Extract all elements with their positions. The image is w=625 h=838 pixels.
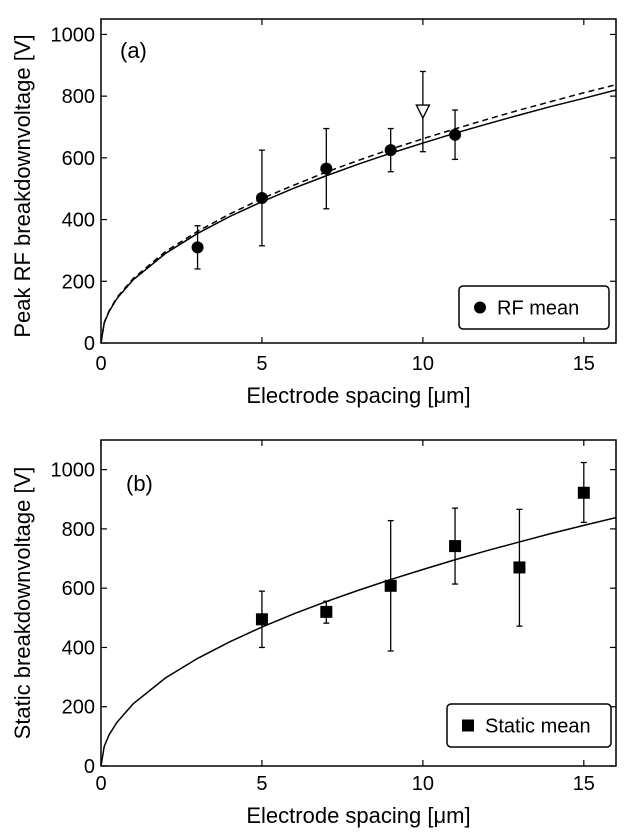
- panel-a-y-tick-label: 0: [84, 333, 95, 355]
- panel-a-axes-frame: [100, 18, 617, 344]
- panel-b-y-tick-label: 600: [62, 578, 95, 600]
- panel-b-static-mean-point: [449, 540, 462, 553]
- panel-b-static-mean-point: [513, 561, 526, 574]
- panel-a-x-tick-label: 10: [412, 353, 434, 375]
- panel-b-y-axis-title: Static breakdownvoltage [V]: [10, 467, 35, 740]
- panel-b-static-mean-point: [255, 613, 268, 626]
- panel-a-y-tick-label: 600: [62, 148, 95, 170]
- panel-a-legend-label: RF mean: [497, 298, 579, 320]
- panel-b-x-tick-label: 10: [412, 773, 434, 795]
- panel-b-legend-label: Static mean: [485, 716, 591, 738]
- panel-a-rf-mean-point: [255, 191, 268, 204]
- panel-b-y-tick-label: 800: [62, 519, 95, 541]
- panel-a-y-tick-label: 800: [62, 86, 95, 108]
- panel-a-y-axis-title: Peak RF breakdownvoltage [V]: [10, 34, 35, 337]
- panel-a-fit-curve-dashed: [101, 84, 616, 343]
- panel-b-x-tick-label: 15: [573, 773, 595, 795]
- panel-a-x-tick-label: 5: [256, 353, 267, 375]
- panel-b-y-tick-label: 1000: [51, 460, 96, 482]
- panel-a-y-tick-label: 1000: [51, 24, 96, 46]
- panel-b-chart: 0 5 10 15 0 200 400 600 800 1000 Electrode spacing…: [10, 439, 617, 828]
- panel-a-rf-mean-point: [449, 128, 462, 141]
- panel-b-y-tick-label: 400: [62, 637, 95, 659]
- panel-b-legend-marker: [462, 719, 474, 732]
- panel-a-rf-mean-point: [191, 241, 204, 254]
- panel-b-axes-frame: [100, 439, 617, 767]
- panel-a-x-tick-label: 0: [95, 353, 106, 375]
- panel-a-rf-mean-point: [384, 144, 397, 157]
- panel-a-rf-mean-point: [320, 162, 333, 175]
- panel-b-legend: Static mean: [446, 703, 612, 748]
- panel-a-legend-box: [458, 285, 610, 330]
- panel-a-legend: RF mean: [458, 285, 610, 330]
- panel-b-x-tick-label: 0: [95, 773, 106, 795]
- panel-a-panel-label: (a): [120, 38, 147, 63]
- panel-b-x-tick-label: 5: [256, 773, 267, 795]
- panel-b-legend-box: [446, 703, 612, 748]
- panel-b-y-tick-label: 0: [84, 756, 95, 778]
- panel-a-y-tick-label: 200: [62, 271, 95, 293]
- panel-a-chart: 0 5 10 15 0 200 400 600 800 1000 Electrode spacing…: [10, 18, 617, 408]
- panel-a-legend-marker: [474, 301, 486, 314]
- panel-b-x-axis-title: Electrode spacing [μm]: [246, 803, 470, 828]
- panel-a-y-tick-label: 400: [62, 210, 95, 232]
- panel-a-x-axis-title: Electrode spacing [μm]: [246, 383, 470, 408]
- panel-b-static-mean-point: [577, 486, 590, 499]
- panel-a-x-tick-label: 15: [573, 353, 595, 375]
- panel-b-y-tick-label: 200: [62, 697, 95, 719]
- panel-b-static-mean-point: [384, 579, 397, 592]
- panel-b-panel-label: (b): [126, 471, 153, 496]
- panel-b-static-mean-point: [320, 605, 333, 618]
- panel-a-marker-1-point: [415, 104, 431, 120]
- panel-b-fit-curve-solid: [101, 516, 616, 766]
